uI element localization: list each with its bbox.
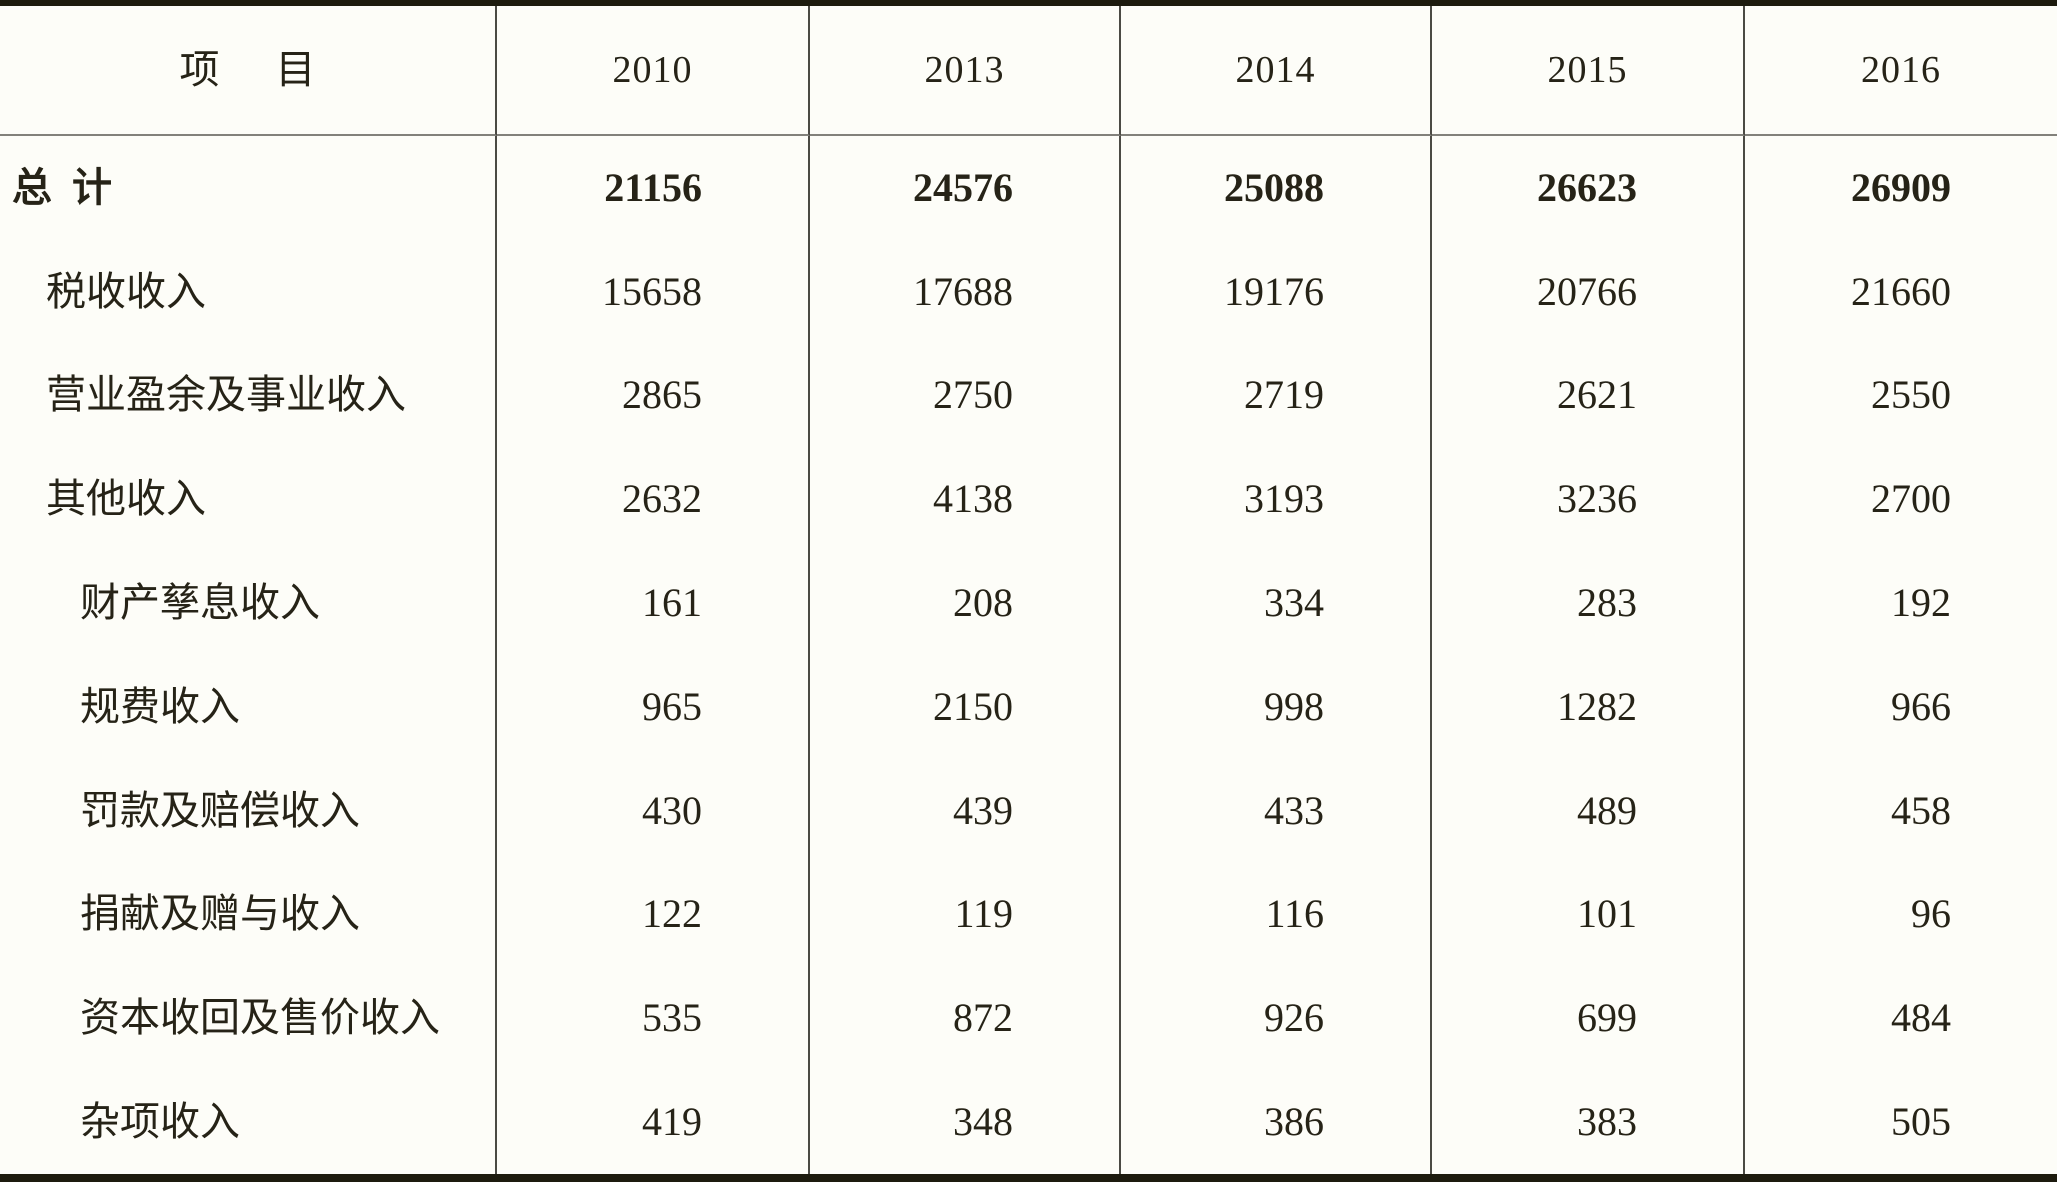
row-label-donations-gifts: 捐献及赠与收入	[0, 862, 497, 967]
cell-property-2010: 161	[497, 551, 810, 655]
cell-total-2014: 25088	[1121, 136, 1432, 240]
cell-other-2014: 3193	[1121, 447, 1432, 552]
cell-operating-2015: 2621	[1432, 343, 1745, 448]
cell-misc-2013: 348	[810, 1070, 1121, 1174]
cell-capital-2015: 699	[1432, 966, 1745, 1071]
header-year-2013: 2013	[810, 6, 1121, 136]
cell-capital-2013: 872	[810, 966, 1121, 1071]
row-label-total: 总 计	[0, 136, 497, 240]
cell-property-2014: 334	[1121, 551, 1432, 655]
cell-capital-2014: 926	[1121, 966, 1432, 1071]
cell-donations-2014: 116	[1121, 862, 1432, 967]
header-year-2015: 2015	[1432, 6, 1745, 136]
cell-operating-2016: 2550	[1871, 372, 1951, 418]
cell-total-2016: 26909	[1851, 164, 1951, 210]
cell-fee-2015: 1282	[1432, 655, 1745, 759]
row-label-capital-recovery: 资本收回及售价收入	[0, 966, 497, 1071]
cell-misc-2016: 505	[1891, 1099, 1951, 1145]
cell-donations-2010: 122	[497, 862, 810, 967]
header-item-column: 项 目	[0, 6, 497, 136]
cell-fines-2010: 430	[497, 758, 810, 863]
row-label-fee-revenue: 规费收入	[0, 655, 497, 759]
cell-fines-2014: 433	[1121, 758, 1432, 863]
cell-total-2010: 21156	[497, 136, 810, 240]
header-year-2016: 2016	[1745, 6, 2057, 136]
cell-other-2010: 2632	[497, 447, 810, 552]
cell-donations-2015: 101	[1432, 862, 1745, 967]
cell-misc-2015: 383	[1432, 1070, 1745, 1174]
cell-fines-2013: 439	[810, 758, 1121, 863]
cell-misc-2010: 419	[497, 1070, 810, 1174]
cell-fee-2014: 998	[1121, 655, 1432, 759]
cell-donations-2013: 119	[810, 862, 1121, 967]
cell-donations-2016: 96	[1911, 891, 1951, 937]
cell-property-2013: 208	[810, 551, 1121, 655]
cell-tax-2013: 17688	[810, 239, 1121, 344]
cell-total-2013: 24576	[810, 136, 1121, 240]
cell-operating-2010: 2865	[497, 343, 810, 448]
cell-total-2015: 26623	[1432, 136, 1745, 240]
cell-other-2016: 2700	[1871, 476, 1951, 522]
row-label-operating-surplus: 营业盈余及事业收入	[0, 343, 497, 448]
cell-fines-2016: 458	[1891, 787, 1951, 833]
row-label-tax-revenue: 税收收入	[0, 239, 497, 344]
cell-other-2015: 3236	[1432, 447, 1745, 552]
cell-capital-2010: 535	[497, 966, 810, 1071]
row-label-other-revenue: 其他收入	[0, 447, 497, 552]
cell-tax-2016: 21660	[1851, 268, 1951, 314]
cell-tax-2015: 20766	[1432, 239, 1745, 344]
row-label-property-interest: 财产孳息收入	[0, 551, 497, 655]
cell-property-2016: 192	[1891, 580, 1951, 626]
cell-fee-2013: 2150	[810, 655, 1121, 759]
row-label-miscellaneous: 杂项收入	[0, 1070, 497, 1174]
cell-fines-2015: 489	[1432, 758, 1745, 863]
cell-tax-2010: 15658	[497, 239, 810, 344]
header-year-2014: 2014	[1121, 6, 1432, 136]
cell-tax-2014: 19176	[1121, 239, 1432, 344]
cell-fee-2016: 966	[1891, 683, 1951, 729]
cell-operating-2014: 2719	[1121, 343, 1432, 448]
cell-fee-2010: 965	[497, 655, 810, 759]
cell-other-2013: 4138	[810, 447, 1121, 552]
cell-misc-2014: 386	[1121, 1070, 1432, 1174]
cell-property-2015: 283	[1432, 551, 1745, 655]
header-year-2010: 2010	[497, 6, 810, 136]
cell-operating-2013: 2750	[810, 343, 1121, 448]
row-label-fines-compensation: 罚款及赔偿收入	[0, 758, 497, 863]
cell-capital-2016: 484	[1891, 995, 1951, 1041]
